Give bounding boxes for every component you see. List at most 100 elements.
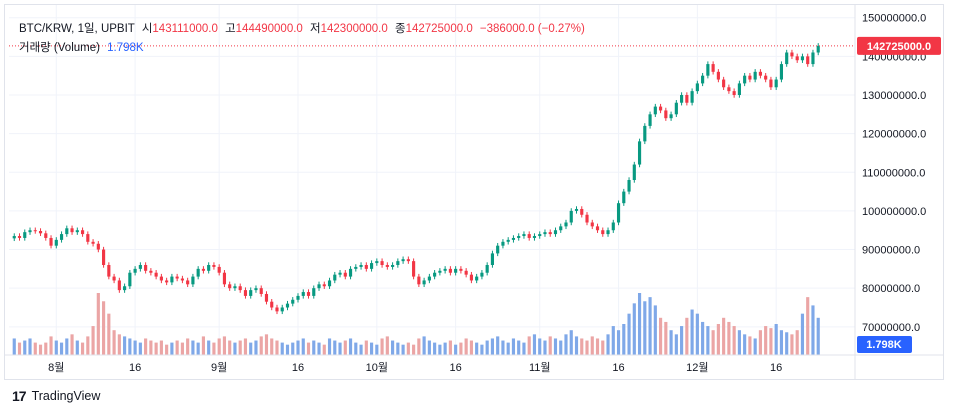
candle-body — [238, 286, 242, 291]
volume-bar — [427, 340, 431, 355]
volume-bar — [574, 336, 579, 355]
candle-body — [669, 114, 673, 119]
volume-bar — [653, 305, 657, 355]
volume-bar — [569, 330, 573, 355]
candle-body — [480, 272, 484, 277]
volume-bar — [616, 330, 621, 355]
candle-body — [659, 106, 663, 111]
change-value: −386000.0 (−0.27%) — [479, 23, 585, 35]
volume-bar — [338, 342, 342, 355]
volume-bar — [643, 301, 647, 355]
y-tick-label: 130000000.0 — [862, 90, 926, 102]
candle-body — [580, 208, 584, 215]
candle-body — [17, 236, 22, 238]
candle-body — [91, 241, 95, 244]
candle-body — [249, 290, 253, 296]
volume-bar — [212, 342, 216, 355]
candle-body — [165, 280, 169, 283]
candle-body — [559, 226, 563, 231]
volume-bar — [811, 305, 815, 355]
y-tick-label: 110000000.0 — [862, 167, 925, 179]
volume-bar — [159, 340, 163, 355]
volume-bar — [354, 342, 358, 355]
x-tick-label: 8월 — [48, 361, 64, 374]
candle-body — [695, 83, 699, 92]
candle-body — [175, 276, 179, 279]
volume-bar — [369, 342, 374, 355]
volume-bar — [406, 342, 410, 355]
volume-bar — [464, 338, 468, 355]
volume-bar — [270, 338, 274, 355]
candle-body — [327, 280, 332, 287]
candle-body — [159, 276, 163, 281]
candle-body — [727, 87, 731, 92]
candle-body — [674, 102, 678, 115]
candle-body — [217, 266, 221, 273]
volume-bar — [180, 342, 184, 355]
volume-bar — [433, 342, 437, 355]
candlestick-chart[interactable]: 150000000.0140000000.0130000000.01200000… — [5, 5, 943, 379]
candle-body — [38, 231, 43, 234]
volume-bar — [517, 340, 521, 355]
candle-body — [532, 236, 537, 238]
volume-bar — [448, 340, 452, 355]
candle-body — [475, 276, 479, 281]
volume-bar — [590, 336, 594, 355]
volume-bar — [485, 340, 489, 355]
volume-bar — [627, 313, 631, 355]
candle-body — [317, 284, 321, 289]
volume-bar — [764, 326, 768, 355]
volume-bar — [622, 324, 626, 355]
candle-body — [59, 234, 64, 240]
volume-bar — [44, 342, 48, 355]
candle-body — [170, 276, 174, 283]
volume-bar — [758, 330, 762, 355]
candle-body — [785, 52, 789, 65]
volume-bar — [233, 342, 237, 355]
volume-bar — [459, 342, 463, 355]
candle-body — [637, 141, 642, 165]
volume-bar — [280, 342, 284, 355]
candle-body — [196, 268, 200, 277]
volume-bar — [438, 344, 442, 355]
volume-bar — [753, 338, 757, 355]
candle-body — [611, 222, 615, 231]
candle-body — [359, 265, 363, 267]
candle-body — [207, 265, 211, 271]
volume-bar — [123, 336, 127, 355]
volume-bar — [196, 342, 200, 355]
volume-bar — [170, 342, 174, 355]
candle-body — [212, 265, 216, 267]
volume-bar — [506, 342, 510, 355]
volume-bar — [732, 326, 736, 355]
volume-bar — [716, 324, 720, 355]
candle-body — [275, 307, 279, 312]
volume-bar — [737, 330, 741, 355]
volume-bar — [317, 342, 321, 355]
candle-body — [758, 71, 762, 76]
candle-body — [369, 263, 374, 269]
candle-body — [769, 79, 773, 88]
tradingview-footer[interactable]: 17 TradingView — [12, 388, 100, 404]
close-label: 종 — [394, 23, 406, 35]
volume-bar — [659, 317, 663, 355]
volume-bar — [322, 344, 326, 355]
candle-body — [595, 226, 600, 231]
candle-body — [364, 265, 368, 269]
candle-body — [102, 249, 106, 265]
candle-body — [412, 261, 416, 277]
x-tick-label: 9월 — [211, 361, 227, 374]
volume-bar — [564, 334, 568, 355]
candle-body — [144, 265, 148, 271]
candle-body — [622, 191, 626, 204]
candle-body — [569, 210, 573, 223]
volume-bar — [249, 342, 253, 355]
volume-bar — [107, 313, 111, 355]
volume-bar — [117, 334, 121, 355]
candle-body — [333, 274, 337, 281]
volume-bar — [364, 340, 368, 355]
volume-bar — [606, 334, 610, 355]
candle-body — [643, 125, 647, 142]
volume-bar — [611, 326, 615, 355]
candle-body — [427, 276, 431, 281]
